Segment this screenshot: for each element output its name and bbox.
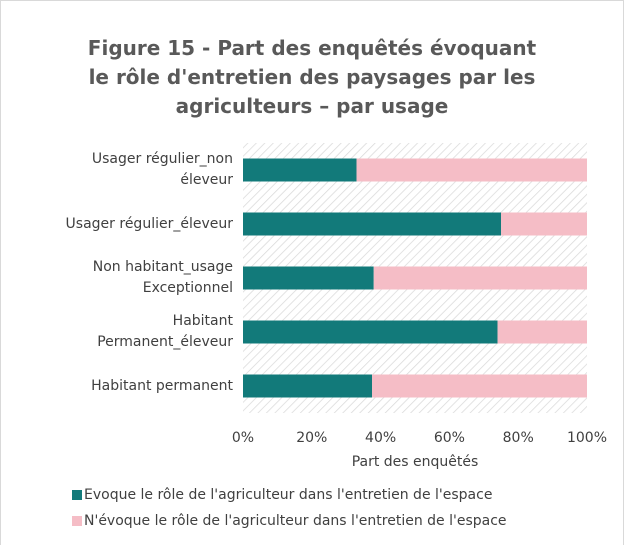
legend-swatch: [72, 516, 82, 526]
x-axis-label: Part des enquêtés: [352, 454, 479, 470]
y-tick-label: Non habitant_usage Exceptionnel: [92, 259, 233, 296]
legend-swatch: [72, 490, 82, 500]
bar-segment: [373, 266, 587, 290]
bar-segment: [243, 374, 372, 398]
bar-segment: [243, 212, 501, 236]
x-tick-label: 80%: [503, 430, 534, 446]
x-tick-label: 40%: [365, 430, 396, 446]
chart-title: Figure 15 - Part des enquêtés évoquant l…: [87, 36, 537, 118]
y-tick-label: Usager régulier_éleveur: [65, 215, 233, 232]
bar-segment: [243, 158, 357, 182]
x-tick-label: 0%: [232, 430, 254, 446]
bar-segment: [372, 374, 587, 398]
y-tick-label: Habitant Permanent_éleveur: [97, 313, 233, 350]
y-tick-label: Usager régulier_non éleveur: [91, 151, 233, 188]
bar-segment: [356, 158, 587, 182]
legend-label: N'évoque le rôle de l'agriculteur dans l…: [84, 513, 507, 529]
bar-segment: [497, 320, 587, 344]
y-tick-label: Habitant permanent: [91, 377, 233, 394]
x-tick-label: 20%: [296, 430, 327, 446]
legend-label: Evoque le rôle de l'agriculteur dans l'e…: [84, 487, 492, 503]
x-tick-label: 100%: [567, 430, 607, 446]
bar-segment: [243, 320, 498, 344]
bar-segment: [501, 212, 587, 236]
bar-segment: [243, 266, 374, 290]
x-tick-label: 60%: [434, 430, 465, 446]
